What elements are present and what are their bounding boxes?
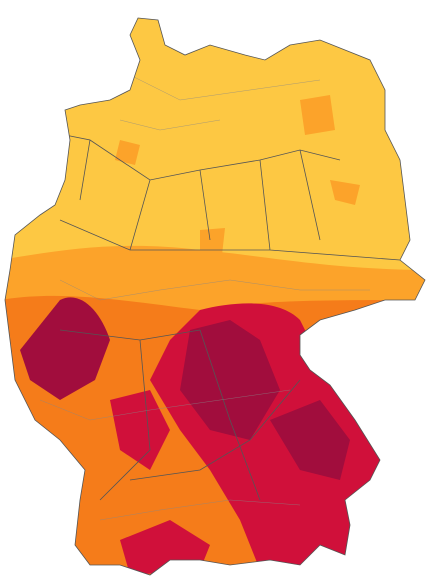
region-sw-red bbox=[110, 390, 170, 470]
state-borders bbox=[39, 129, 401, 501]
region-franconia bbox=[180, 320, 280, 440]
district-borders bbox=[39, 59, 370, 521]
region-west-dark bbox=[20, 297, 110, 400]
region-east-dark bbox=[270, 400, 350, 480]
